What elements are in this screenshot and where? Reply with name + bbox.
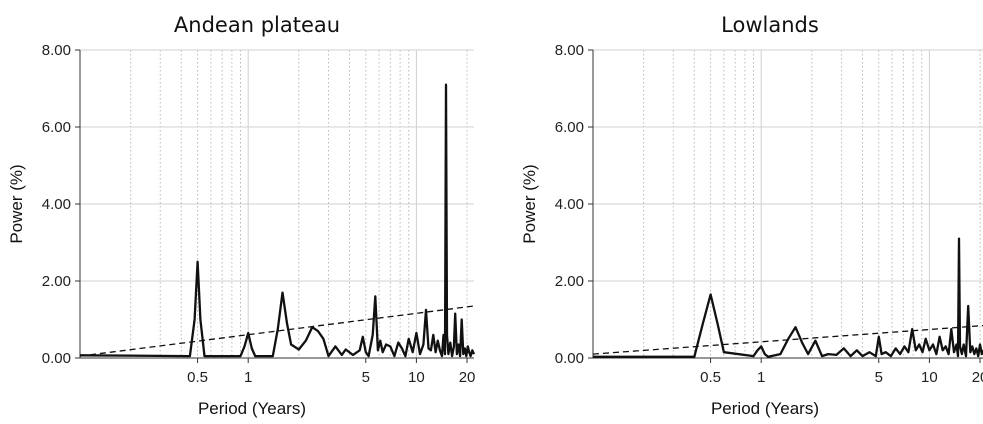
- y-tick-label: 6.00: [555, 119, 584, 136]
- y-tick-label: 2.00: [555, 273, 584, 290]
- chart-title: Lowlands: [721, 13, 819, 37]
- x-tick-label: 5: [875, 369, 883, 386]
- x-tick-label: 1: [757, 369, 765, 386]
- x-tick-label: 5: [362, 369, 370, 386]
- chart-title: Andean plateau: [174, 13, 340, 37]
- y-axis-label: Power (%): [520, 164, 539, 243]
- x-tick-label: 10: [921, 369, 938, 386]
- x-tick-label: 0.5: [187, 369, 208, 386]
- x-tick-label: 20: [459, 369, 476, 386]
- panel-lowlands: 0.00 2.00 4.00 6.00 8.00 0.5 1 5 10 20 Lowlands Per…: [520, 13, 983, 418]
- y-tick-label: 8.00: [555, 42, 584, 59]
- y-tick-label: 8.00: [42, 42, 71, 59]
- x-tick-label: 1: [244, 369, 252, 386]
- power-spectrum-line: [593, 237, 983, 358]
- x-tick-label: 20: [972, 369, 983, 386]
- significance-dashed-line: [592, 324, 983, 355]
- panel-andean-plateau: 0.00 2.00 4.00 6.00 8.00 0.5 1 5 10 20 Andean plat…: [7, 13, 475, 418]
- x-axis-label: Period (Years): [711, 399, 819, 418]
- significance-dashed-line: [79, 305, 475, 357]
- y-axis-label: Power (%): [7, 164, 26, 243]
- x-tick-label: 0.5: [700, 369, 721, 386]
- y-tick-label: 4.00: [42, 196, 71, 213]
- y-tick-label: 4.00: [555, 196, 584, 213]
- y-tick-label: 0.00: [555, 350, 584, 367]
- y-tick-label: 2.00: [42, 273, 71, 290]
- power-spectrum-line: [79, 83, 476, 358]
- x-tick-label: 10: [408, 369, 425, 386]
- y-tick-label: 0.00: [42, 350, 71, 367]
- x-axis-label: Period (Years): [198, 399, 306, 418]
- y-tick-label: 6.00: [42, 119, 71, 136]
